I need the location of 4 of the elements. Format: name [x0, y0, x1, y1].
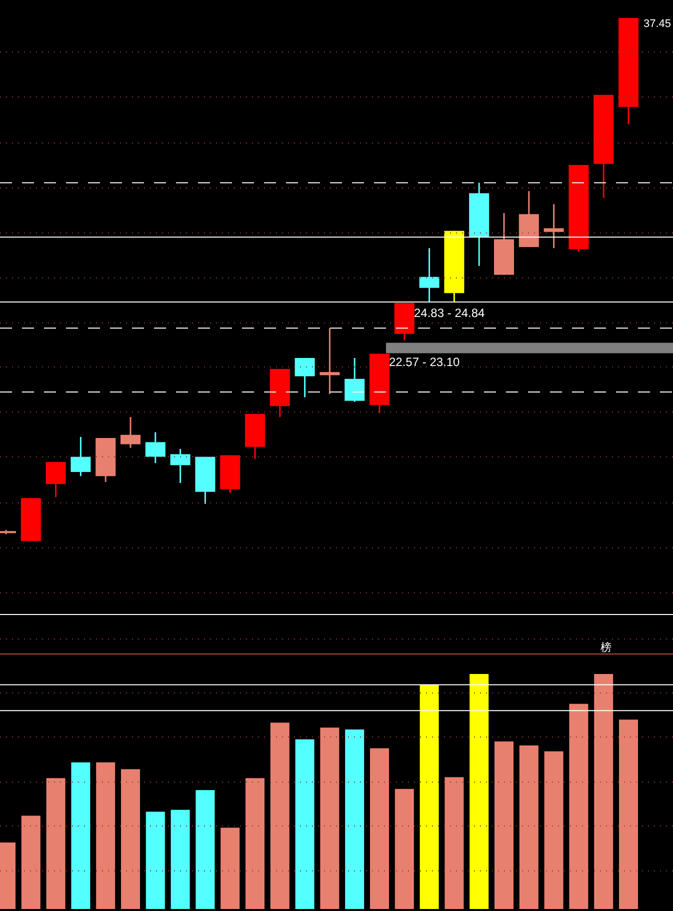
annotation: 24.83 - 24.84	[414, 306, 486, 320]
band-label: 22.57 - 23.10	[389, 355, 460, 370]
text: 榜	[600, 641, 612, 654]
text: 37.45	[643, 18, 671, 30]
